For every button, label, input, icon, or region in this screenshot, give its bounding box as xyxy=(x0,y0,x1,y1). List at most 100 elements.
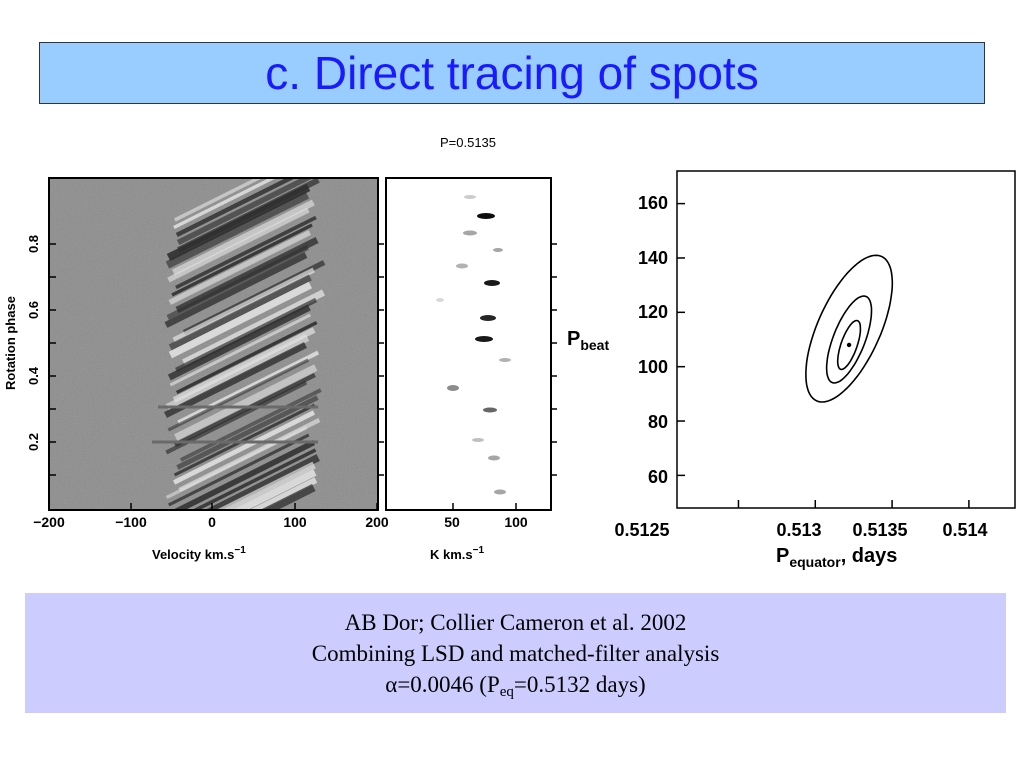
period-label: P=0.5135 xyxy=(440,135,496,150)
panel-b-frame xyxy=(385,177,552,511)
contour-y-tick-label: 160 xyxy=(638,193,668,213)
x-tick-label: 0 xyxy=(208,514,216,530)
spot-trail xyxy=(176,178,314,245)
spot-trail xyxy=(260,483,316,510)
x-axis-label: Velocity km.s−1 xyxy=(152,545,246,562)
contour-x-tick-label: 0.5125 xyxy=(614,520,669,540)
filter-peak xyxy=(477,213,495,219)
spot-trail xyxy=(175,297,318,373)
x-tick-label: 200 xyxy=(365,514,389,530)
y-tick-label: 0.4 xyxy=(26,366,41,385)
spot-trail xyxy=(172,267,315,343)
contour-x-axis-label: Pequator, days xyxy=(776,545,897,570)
x-tick-label: −200 xyxy=(33,514,65,530)
title-banner: c. Direct tracing of spots xyxy=(39,42,985,104)
x-tick-label: 100 xyxy=(504,514,528,530)
filter-peak xyxy=(447,385,459,391)
filter-peak xyxy=(488,455,500,461)
spot-trail xyxy=(248,477,318,510)
spot-trail xyxy=(168,281,313,359)
spot-trail xyxy=(182,289,326,366)
spot-trail xyxy=(174,178,263,222)
spot-trail xyxy=(164,252,308,328)
contour-ticks xyxy=(677,202,970,508)
spot-trail xyxy=(167,207,310,283)
y-tick-label: 0.2 xyxy=(26,433,41,451)
filter-peak xyxy=(475,336,493,342)
contour-y-tick-label: 60 xyxy=(648,467,668,487)
best-fit-point xyxy=(846,342,852,348)
filter-peak xyxy=(463,230,477,236)
spot-trail xyxy=(174,364,318,441)
panel-a-frame xyxy=(48,177,379,511)
spot-trail xyxy=(168,274,312,351)
spot-trail xyxy=(166,245,309,320)
spot-trail xyxy=(165,191,310,269)
filter-peak xyxy=(494,489,506,495)
caption-box: AB Dor; Collier Cameron et al. 2002 Comb… xyxy=(25,593,1006,713)
caption-line: α=0.0046 (Peq=0.5132 days) xyxy=(385,671,646,700)
spot-trail xyxy=(173,373,316,447)
spot-trail xyxy=(165,425,308,500)
contour-y-tick-label: 100 xyxy=(638,357,668,377)
contour-x-tick-label: 0.513 xyxy=(776,520,821,540)
spot-trail xyxy=(177,350,320,425)
filter-peaks xyxy=(436,195,511,495)
spot-trail xyxy=(215,461,316,510)
contour-y-tick-label: 140 xyxy=(638,248,668,268)
x-axis-label: K km.s−1 xyxy=(430,545,484,562)
x-tick-label: 100 xyxy=(283,514,307,530)
spot-trail xyxy=(165,380,308,455)
y-tick-label: 0.8 xyxy=(26,235,41,253)
spot-trail xyxy=(168,230,311,305)
contour-plot-frame xyxy=(676,170,1016,509)
spot-trail xyxy=(168,433,310,507)
spot-trail xyxy=(175,178,296,237)
spot-trail xyxy=(169,313,312,387)
y-axis-label: Rotation phase xyxy=(3,296,18,390)
contour-line-outer xyxy=(805,254,894,403)
spot-trail xyxy=(175,215,317,290)
contour-y-axis-label: Pbeat xyxy=(567,328,609,353)
slide-title: c. Direct tracing of spots xyxy=(265,47,759,99)
filter-peak xyxy=(480,315,496,321)
spot-trail xyxy=(175,320,318,395)
filter-peak xyxy=(484,280,500,286)
filter-peak xyxy=(436,298,444,302)
matched-filter-panel xyxy=(385,177,552,511)
x-tick-label: 50 xyxy=(444,514,460,530)
spot-trail xyxy=(204,454,320,510)
spot-trail xyxy=(179,388,322,462)
contour-plot xyxy=(676,170,1016,509)
spot-trail xyxy=(171,199,315,276)
filter-peak xyxy=(499,358,511,362)
spot-trail xyxy=(165,334,310,411)
spot-trail xyxy=(166,184,311,261)
figure-area: P=0.5135 −200 −100 0 100 200 50 100 0.2 … xyxy=(3,135,1016,570)
filter-peak xyxy=(483,407,497,413)
filter-peak xyxy=(456,263,468,269)
dynamic-spectrum-panel xyxy=(49,178,378,510)
filter-peak xyxy=(493,248,503,252)
contour-y-tick-label: 80 xyxy=(648,412,668,432)
contour-y-tick-label: 120 xyxy=(638,302,668,322)
spot-trail xyxy=(167,358,310,432)
spot-trail xyxy=(172,410,316,485)
panel-b-background xyxy=(386,178,551,510)
spot-trail xyxy=(172,327,316,403)
spot-trail xyxy=(171,223,313,297)
spot-trail xyxy=(191,448,317,510)
contour-lines xyxy=(805,254,894,403)
filter-peak xyxy=(464,195,476,199)
contour-x-tick-label: 0.514 xyxy=(942,520,987,540)
spot-trail xyxy=(167,304,311,381)
y-tick-label: 0.6 xyxy=(26,301,41,319)
filter-peak xyxy=(472,438,484,442)
caption-line: AB Dor; Collier Cameron et al. 2002 xyxy=(344,609,687,635)
contour-line-inner xyxy=(836,319,862,371)
left-figure-ticks xyxy=(48,243,557,510)
spot-trail xyxy=(173,178,277,230)
spot-trail xyxy=(172,439,316,510)
contour-x-tick-label: 0.5135 xyxy=(852,520,907,540)
contour-line-middle xyxy=(825,295,873,384)
